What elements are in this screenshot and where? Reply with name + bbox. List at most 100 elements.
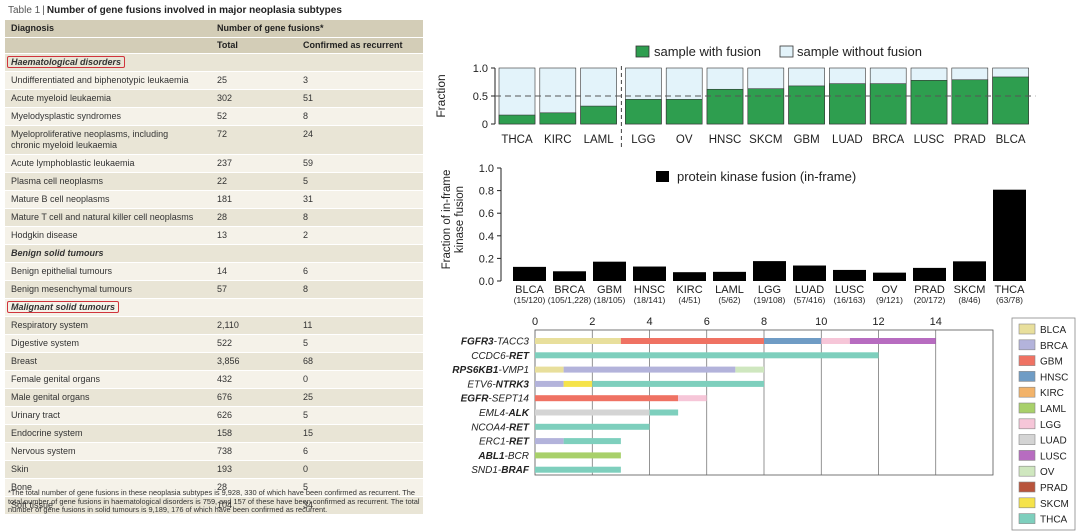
total-cell: 22 xyxy=(217,176,228,186)
title-separator: | xyxy=(42,5,45,16)
total-cell: 181 xyxy=(217,194,233,204)
panel-c-legend-label: PRAD xyxy=(1040,483,1068,494)
table-row: Soft tissue 104 34 xyxy=(5,497,423,515)
panel-a-bar-with xyxy=(706,88,744,125)
panel-c-legend-label: OV xyxy=(1040,467,1055,478)
panel-b-category-label: LGG xyxy=(758,284,781,296)
diagnosis-cell: Benign mesenchymal tumours xyxy=(11,284,133,294)
confirmed-cell: 5 xyxy=(303,410,309,420)
legend-label-with-fusion: sample with fusion xyxy=(654,44,761,59)
table-row: Plasma cell neoplasms 22 5 xyxy=(5,173,423,191)
panel-c-gene-label: ERC1-RET xyxy=(479,437,530,448)
panel-c-legend-swatch xyxy=(1018,481,1036,493)
diagnosis-cell: Myelodysplastic syndromes xyxy=(11,111,122,121)
table-number: Table 1 xyxy=(8,5,41,16)
legend-label-without-fusion: sample without fusion xyxy=(797,44,922,59)
panel-a-bar-with xyxy=(580,105,617,125)
total-cell: 738 xyxy=(217,446,233,456)
panel-a-category-label: OV xyxy=(676,134,693,146)
gene-fusion-figure: sample with fusion sample without fusion F… xyxy=(434,44,1076,531)
panel-a-category-label: SKCM xyxy=(749,134,782,146)
panel-c-legend-swatch xyxy=(1018,513,1036,524)
panel-c-legend-swatch xyxy=(1018,402,1036,414)
panel-c-gene-label: SND1-BRAF xyxy=(471,465,530,476)
table-row: Benign epithelial tumours 14 6 xyxy=(5,263,423,281)
total-cell: 25 xyxy=(217,75,228,85)
panel-b-category-label: LUAD xyxy=(795,284,824,296)
panel-c-xtick-label: 12 xyxy=(872,316,884,328)
panel-c-xtick-label: 14 xyxy=(930,316,942,328)
panel-c-legend-label: LUSC xyxy=(1040,451,1067,462)
confirmed-cell: 3 xyxy=(303,75,309,85)
panel-b-count-label: (5/62) xyxy=(718,295,740,305)
section-label: Benign solid tumours xyxy=(11,248,104,258)
diagnosis-cell: Benign epithelial tumours xyxy=(11,266,113,276)
table-row: Female genital organs 432 0 xyxy=(5,371,423,389)
panel-b-bar xyxy=(553,271,586,281)
diagnosis-cell: Plasma cell neoplasms xyxy=(11,176,104,186)
total-cell: 13 xyxy=(217,230,228,240)
diagnosis-cell: Respiratory system xyxy=(11,320,89,330)
header-confirmed: Confirmed as recurrent xyxy=(303,40,403,50)
panel-c-legend-label: GBM xyxy=(1040,357,1063,368)
panel-a-category-label: LGG xyxy=(631,134,655,146)
table-row: Skin 193 0 xyxy=(5,461,423,479)
panel-b-bar xyxy=(953,261,986,281)
panel-b-count-label: (15/120) xyxy=(514,295,546,305)
panel-c-bar-segment xyxy=(563,438,621,445)
total-cell: 158 xyxy=(217,428,233,438)
panel-c-xtick-label: 6 xyxy=(704,316,710,328)
total-cell: 2,110 xyxy=(217,320,239,330)
panel-c-legend-swatch xyxy=(1018,355,1036,366)
panel-c-legend-label: BLCA xyxy=(1040,325,1066,336)
panel-b-bar xyxy=(913,267,946,281)
panel-b-category-label: BLCA xyxy=(515,284,544,296)
section-label: Malignant solid tumours xyxy=(7,301,120,313)
panel-b-legend-swatch xyxy=(656,171,669,182)
diagnosis-cell: Acute myeloid leukaemia xyxy=(11,93,112,103)
panel-a-category-label: BLCA xyxy=(996,134,1026,146)
panel-c-legend-swatch xyxy=(1018,450,1036,461)
panel-a-bar-with xyxy=(951,79,989,125)
total-cell: 28 xyxy=(217,212,228,222)
panel-c-bar-segment xyxy=(535,409,650,416)
panel-c-legend-label: LGG xyxy=(1040,420,1061,431)
table-section-row: Malignant solid tumours xyxy=(5,299,423,317)
panel-c-xtick-label: 10 xyxy=(815,316,827,328)
panel-b-count-label: (8/46) xyxy=(958,295,980,305)
panel-a-category-label: PRAD xyxy=(954,134,986,146)
confirmed-cell: 5 xyxy=(303,338,309,348)
panel-a-bar-with xyxy=(829,83,866,125)
table-row: Acute lymphoblastic leukaemia 237 59 xyxy=(5,155,423,173)
panel-c-bar-segment xyxy=(535,466,621,473)
panel-a-category-label: LUSC xyxy=(914,134,945,146)
panel-b-category-label: PRAD xyxy=(914,284,945,296)
panel-b-ytick-label: 0.8 xyxy=(479,186,494,198)
panel-a-bar-with xyxy=(539,112,577,125)
confirmed-cell: 0 xyxy=(303,374,309,384)
panel-a-category-label: LAML xyxy=(584,134,615,146)
panel-c-bar-segment xyxy=(535,380,564,387)
diagnosis-line-2: chronic myeloid leukaemia xyxy=(11,140,118,150)
panel-c-xtick-label: 2 xyxy=(589,316,595,328)
table-title-text: Number of gene fusions involved in major… xyxy=(46,5,342,16)
panel-a-ylabel: Fraction xyxy=(434,74,448,117)
legend-swatch-without-fusion xyxy=(779,45,794,58)
diagnosis-cell: Digestive system xyxy=(11,338,80,348)
panel-c-gene-label: EML4-ALK xyxy=(479,408,530,419)
panel-c-legend-swatch xyxy=(1018,386,1036,398)
panel-c-legend-swatch xyxy=(1018,465,1036,477)
total-cell: 193 xyxy=(217,464,233,474)
diagnosis-cell: Breast xyxy=(11,356,38,366)
table-row: Acute myeloid leukaemia 302 51 xyxy=(5,90,423,108)
panel-c-legend-swatch xyxy=(1018,371,1036,382)
panel-c-legend-label: LUAD xyxy=(1040,436,1067,447)
confirmed-cell: 5 xyxy=(303,176,309,186)
table-row: Male genital organs 676 25 xyxy=(5,389,423,407)
panel-c-legend-label: SKCM xyxy=(1040,499,1069,510)
panel-c-bar-segment xyxy=(535,338,621,344)
panel-a-bar-with xyxy=(788,85,825,125)
panel-c-bar-segment xyxy=(535,395,679,402)
confirmed-cell: 0 xyxy=(303,464,309,474)
confirmed-cell: 8 xyxy=(303,111,309,121)
